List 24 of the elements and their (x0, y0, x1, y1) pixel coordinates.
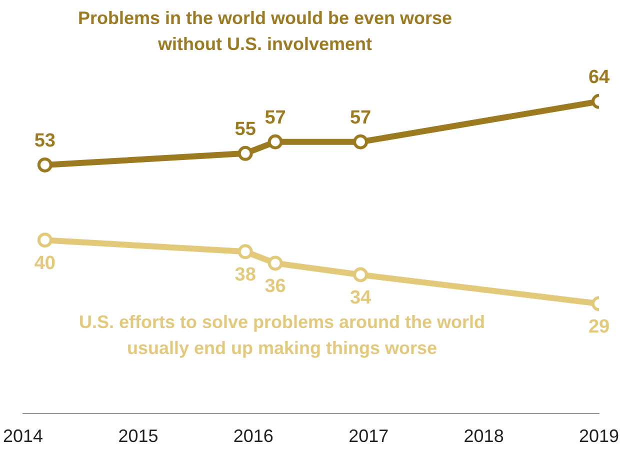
x-tick-label: 2015 (118, 426, 158, 446)
data-label: 57 (264, 108, 286, 129)
point (268, 256, 283, 271)
data-label: 29 (588, 316, 610, 338)
point (353, 134, 368, 150)
point (238, 146, 253, 161)
point (238, 244, 253, 260)
x-tick-label: 2016 (233, 426, 274, 446)
data-label: 40 (34, 252, 56, 274)
point (268, 134, 283, 150)
series-label: U.S. efforts to solve problems around the world usually end up making things worse (78, 312, 486, 358)
text: Problems in the world would be even worse without U.S. involvement (78, 8, 452, 54)
x-tick-label: 2018 (464, 426, 504, 446)
data-label: 55 (234, 119, 256, 140)
data-label: 34 (350, 287, 372, 308)
x-tick-label: 2017 (348, 426, 389, 446)
data-label: 38 (234, 264, 256, 286)
data-label: 57 (350, 108, 372, 129)
point (353, 267, 368, 282)
data-label: 53 (34, 130, 56, 152)
data-label: 36 (264, 276, 286, 297)
x-tick-label: 2014 (3, 426, 44, 446)
x-tick-label: 2019 (578, 426, 620, 446)
data-label: 64 (588, 67, 610, 88)
